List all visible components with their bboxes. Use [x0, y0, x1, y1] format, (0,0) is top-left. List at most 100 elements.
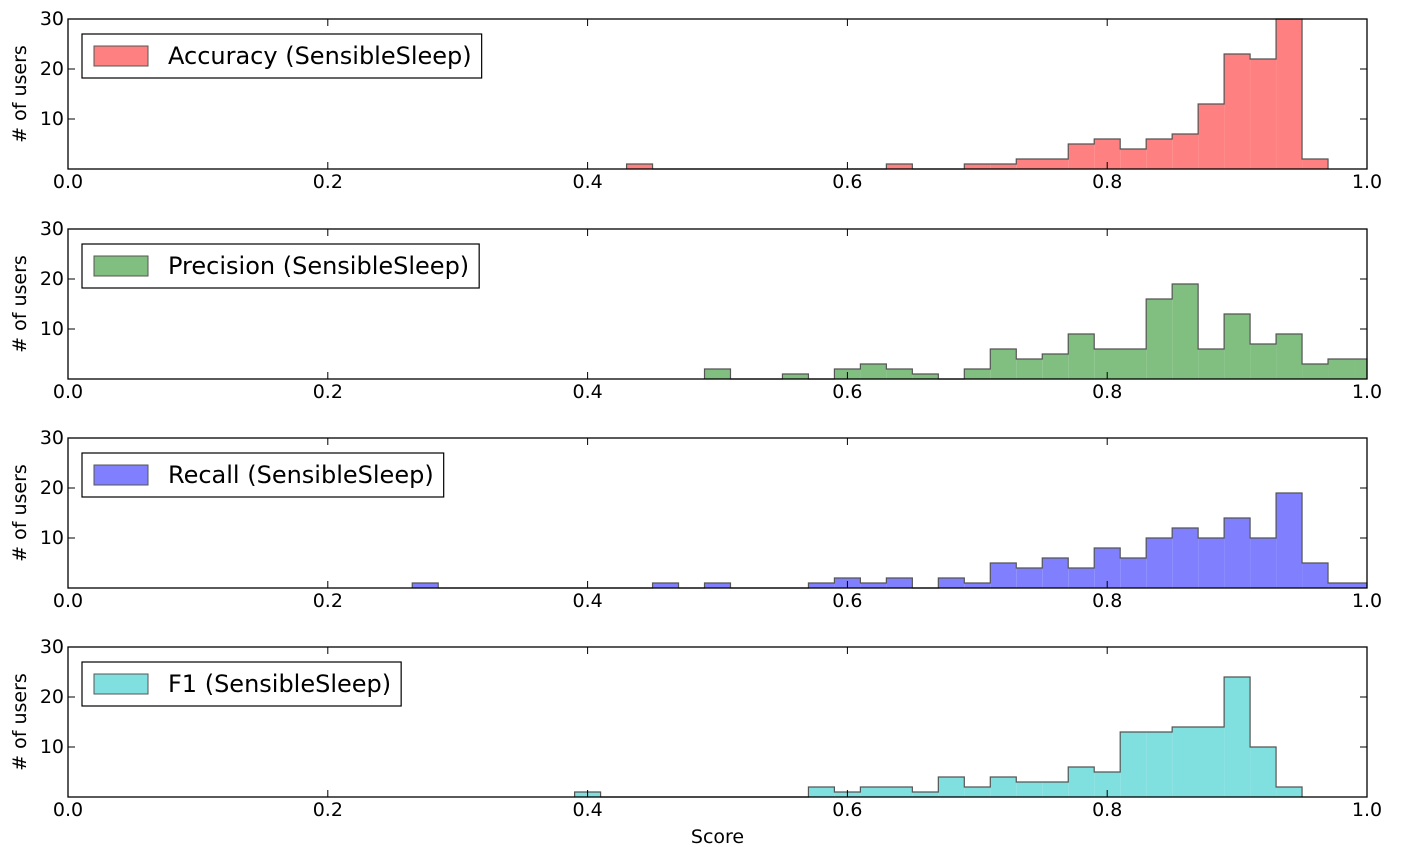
- histogram-bar: [1120, 149, 1147, 169]
- histogram-panel-4: 10 20 30 0.0 0.2 0.4 0.6 0.8 1.0 # of users F1 (Se…: [9, 636, 1382, 821]
- x-tick-label: 0.8: [1092, 381, 1122, 403]
- histogram-bar: [412, 583, 439, 588]
- histogram-bar: [1068, 568, 1095, 588]
- histogram-bar: [1198, 349, 1225, 379]
- legend: Recall (SensibleSleep): [81, 452, 445, 498]
- histogram-bar: [1224, 518, 1251, 588]
- histogram-bar: [1302, 364, 1329, 379]
- y-tick-label: 20: [40, 477, 64, 499]
- histogram-bar: [1302, 563, 1329, 588]
- histogram-bar: [1068, 767, 1095, 797]
- histogram-bar: [886, 578, 913, 588]
- x-tick-label: 1.0: [1352, 171, 1382, 193]
- histogram-bar: [1354, 359, 1367, 379]
- histogram-bar: [1042, 354, 1069, 379]
- histogram-panel-1: 10 20 30 0.0 0.2 0.4 0.6 0.8 1.0 # of users Accura…: [9, 8, 1382, 193]
- legend: F1 (SensibleSleep): [81, 661, 402, 707]
- histogram-bar: [1146, 139, 1173, 169]
- histogram-bar: [1172, 528, 1199, 588]
- x-tick-label: 0.4: [572, 171, 602, 193]
- histogram-bar: [1120, 558, 1147, 588]
- y-tick-label: 20: [40, 686, 64, 708]
- axes-frame: [67, 437, 1368, 589]
- y-tick-label: 20: [40, 268, 64, 290]
- x-axis-label: Score: [691, 826, 744, 847]
- histogram-bar: [1172, 727, 1225, 797]
- histogram-bar: [652, 583, 679, 588]
- histogram-outline: [574, 676, 1303, 798]
- histogram-panel-2: 10 20 30 0.0 0.2 0.4 0.6 0.8 1.0 # of users Precis…: [9, 218, 1382, 403]
- histogram-bar: [1146, 538, 1173, 588]
- legend-label: Accuracy (SensibleSleep): [168, 42, 472, 70]
- x-tick-label: 0.8: [1092, 171, 1122, 193]
- histogram-bar: [964, 164, 991, 169]
- y-tick-label: 20: [40, 58, 64, 80]
- histogram-bar: [938, 578, 965, 588]
- histogram-bar: [1016, 782, 1043, 797]
- x-tick-label: 0.2: [313, 590, 343, 612]
- legend: Accuracy (SensibleSleep): [81, 33, 483, 79]
- legend-label: F1 (SensibleSleep): [168, 670, 391, 698]
- y-tick-label: 30: [40, 8, 64, 30]
- histogram-bar: [912, 792, 939, 797]
- y-tick-label: 30: [40, 218, 64, 240]
- histogram-bar: [1276, 787, 1303, 797]
- histogram-bar: [912, 374, 939, 379]
- y-tick-label: 30: [40, 427, 64, 449]
- histogram-bar: [1250, 538, 1277, 588]
- histogram-bar: [990, 164, 1017, 169]
- histogram-bar: [1042, 782, 1069, 797]
- x-tick-label: 0.0: [53, 381, 83, 403]
- histogram-bar: [704, 583, 731, 588]
- histogram-bar: [1094, 349, 1147, 379]
- x-tick-label: 0.0: [53, 171, 83, 193]
- legend-swatch: [93, 673, 149, 695]
- y-tick-label: 10: [40, 736, 64, 758]
- histogram-bar: [1276, 493, 1303, 588]
- x-tick-label: 0.0: [53, 799, 83, 821]
- histogram-bar: [1068, 144, 1095, 169]
- histogram-bar: [964, 369, 991, 379]
- x-tick-label: 0.4: [572, 381, 602, 403]
- histogram-bar: [938, 777, 965, 797]
- histogram-panel-3: 10 20 30 0.0 0.2 0.4 0.6 0.8 1.0 # of users Recall…: [9, 427, 1382, 612]
- x-tick-label: 1.0: [1352, 799, 1382, 821]
- histogram-bar: [990, 563, 1017, 588]
- y-tick-label: 30: [40, 636, 64, 658]
- x-tick-label: 0.8: [1092, 799, 1122, 821]
- legend-label: Precision (SensibleSleep): [168, 252, 469, 280]
- y-axis-label: # of users: [9, 45, 31, 143]
- histogram-bar: [1250, 747, 1277, 797]
- histogram-bar: [990, 777, 1017, 797]
- histogram-bar: [1276, 334, 1303, 379]
- y-tick-label: 10: [40, 527, 64, 549]
- histogram-bar: [1276, 19, 1303, 169]
- legend-swatch: [93, 464, 149, 486]
- histogram-bar: [886, 164, 913, 169]
- x-tick-label: 0.2: [313, 799, 343, 821]
- histogram-bar: [782, 374, 809, 379]
- axes-frame: [67, 18, 1368, 170]
- histogram-bar: [626, 164, 653, 169]
- legend: Precision (SensibleSleep): [81, 243, 480, 289]
- histogram-bar: [1146, 732, 1173, 797]
- histogram-bar: [860, 583, 887, 588]
- histogram-outline: [411, 492, 1368, 589]
- y-axis-label: # of users: [9, 464, 31, 562]
- y-axis-label: # of users: [9, 255, 31, 353]
- histogram-bar: [1068, 334, 1095, 379]
- histogram-bar: [1302, 159, 1329, 169]
- x-tick-label: 0.6: [832, 590, 862, 612]
- histogram-bar: [1198, 104, 1225, 169]
- y-tick-label: 10: [40, 108, 64, 130]
- histogram-bar: [1146, 299, 1173, 379]
- histogram-bar: [1198, 538, 1225, 588]
- histogram-bar: [1016, 159, 1069, 169]
- legend-label: Recall (SensibleSleep): [168, 461, 434, 489]
- x-tick-label: 0.4: [572, 590, 602, 612]
- histogram-bar: [808, 583, 835, 588]
- histogram-bar: [1172, 284, 1199, 379]
- histogram-bar: [808, 787, 835, 797]
